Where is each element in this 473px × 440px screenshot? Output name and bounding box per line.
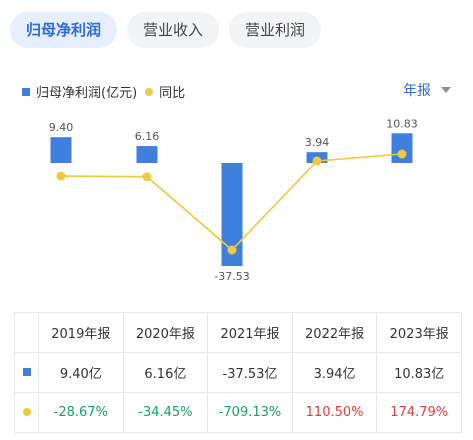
column-header: 2023年报 (376, 312, 462, 353)
table-header-row: 2019年报 2020年报 2021年报 2022年报 2023年报 (14, 312, 462, 353)
table-cell: 10.83亿 (376, 352, 462, 393)
column-header: 2021年报 (207, 312, 293, 353)
yoy-point (142, 172, 152, 182)
column-header: 2022年报 (291, 312, 378, 353)
table-cell: 110.50% (291, 392, 378, 433)
yoy-point (56, 171, 66, 181)
header-icon-cell (14, 312, 39, 353)
bar (136, 146, 158, 163)
profit-chart: 9.40 6.16 -37.53 3.94 10.83 (49, 117, 418, 283)
chart-legend: 归母净利润(亿元) 同比 (22, 82, 185, 101)
line-row-marker (14, 392, 39, 433)
bar-legend-label: 归母净利润(亿元) (36, 86, 138, 101)
table-cell: -28.67% (38, 392, 124, 433)
tab-revenue[interactable]: 营业收入 (127, 12, 220, 48)
bar-value-label: 10.83 (386, 117, 418, 130)
bar (50, 137, 72, 163)
bar-value-label: 3.94 (305, 136, 330, 149)
table-cell: 3.94亿 (291, 352, 378, 393)
yoy-point (397, 149, 407, 159)
bar-legend-marker (22, 87, 30, 96)
table-row-yoy: -28.67% -34.45% -709.13% 110.50% 174.79% (14, 392, 462, 433)
metric-tabs: 归母净利润 营业收入 营业利润 (10, 12, 322, 48)
line-legend-marker (145, 87, 154, 96)
chevron-down-icon (441, 87, 451, 93)
tab-net-profit[interactable]: 归母净利润 (10, 12, 118, 48)
bar (391, 133, 413, 163)
period-selector[interactable]: 年报 (403, 80, 451, 100)
table-cell: 9.40亿 (38, 352, 124, 393)
bar-value-label: 9.40 (49, 121, 74, 134)
data-table: 2019年报 2020年报 2021年报 2022年报 2023年报 9.40亿… (14, 312, 462, 433)
table-cell: 174.79% (376, 392, 462, 433)
column-header: 2019年报 (38, 312, 124, 353)
tab-operating-profit[interactable]: 营业利润 (229, 12, 322, 48)
yoy-point (312, 156, 322, 166)
table-cell: -37.53亿 (207, 352, 293, 393)
bar-value-label: 6.16 (135, 130, 160, 143)
bar (221, 163, 243, 266)
period-selector-label: 年报 (403, 83, 431, 99)
table-row-profit: 9.40亿 6.16亿 -37.53亿 3.94亿 10.83亿 (14, 352, 462, 393)
bar-row-marker (14, 352, 39, 393)
yoy-point (227, 245, 237, 255)
line-legend-label: 同比 (159, 86, 186, 101)
table-cell: -34.45% (122, 392, 209, 433)
bar-value-label: -37.53 (214, 270, 249, 283)
table-cell: -709.13% (207, 392, 293, 433)
table-cell: 6.16亿 (122, 352, 209, 393)
column-header: 2020年报 (122, 312, 209, 353)
